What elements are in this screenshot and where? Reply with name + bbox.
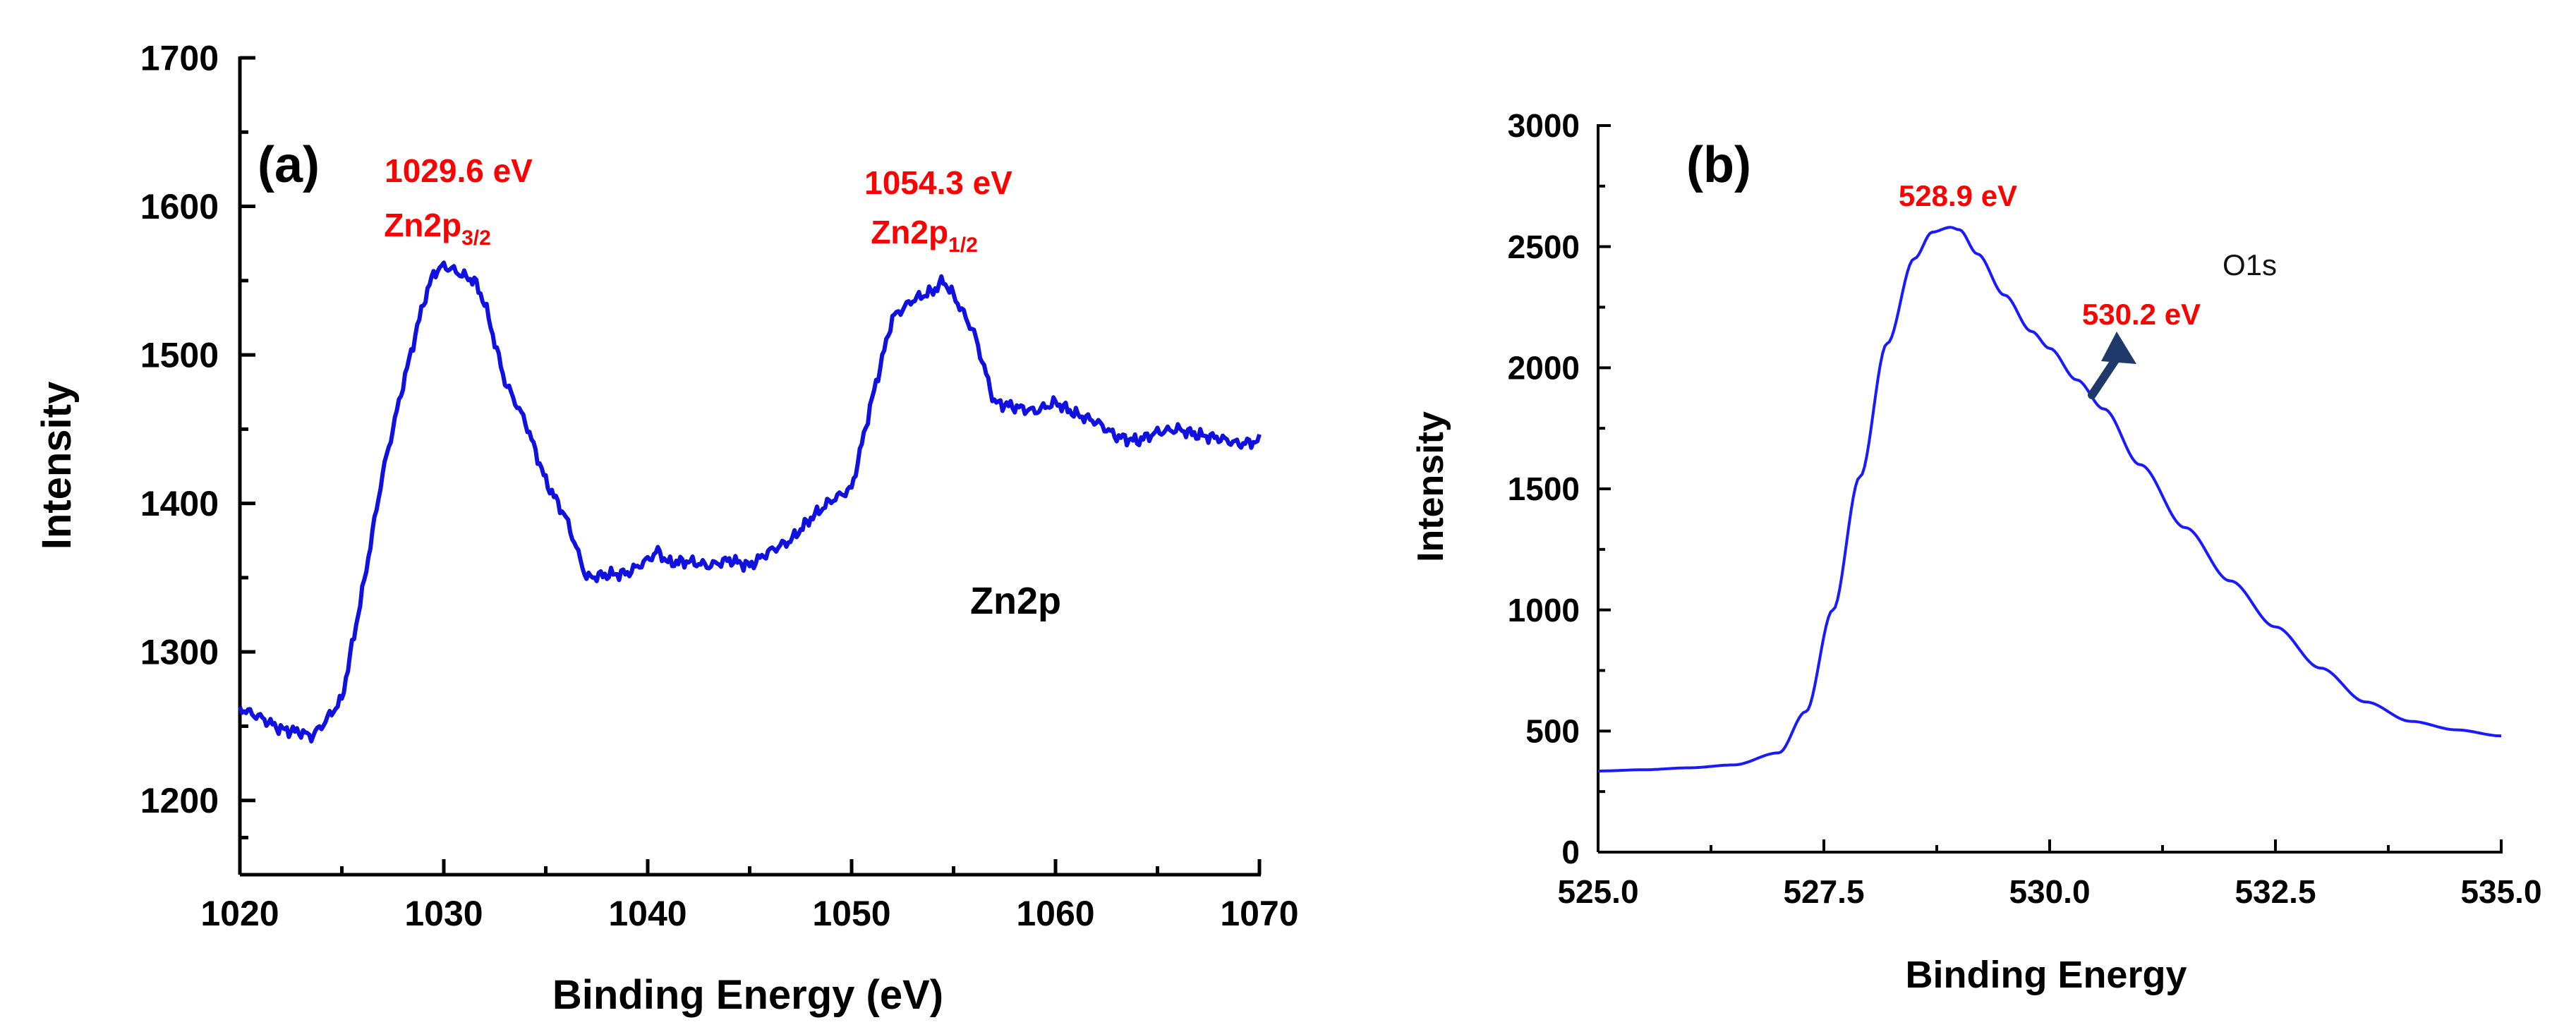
panel-a-y-axis-title: Intensity [34, 382, 80, 550]
a-y-tick-label: 1300 [140, 633, 219, 672]
b-x-tick-label: 530.0 [2009, 873, 2090, 910]
a-x-tick-label: 1040 [608, 894, 687, 933]
a-y-tick-label: 1200 [140, 781, 219, 820]
panel-a-series-name: Zn2p [970, 580, 1061, 622]
a-x-tick-label: 1060 [1016, 894, 1094, 933]
panel-a-peak1-label-sub: 3/2 [461, 226, 491, 250]
b-y-tick-label: 1500 [1508, 471, 1580, 507]
panel-a-label: (a) [258, 137, 320, 193]
panel-b-label: (b) [1686, 137, 1751, 193]
a-x-tick-label: 1070 [1220, 894, 1298, 933]
b-x-tick-label: 525.0 [1557, 873, 1638, 910]
a-y-tick-label: 1500 [140, 336, 219, 375]
b-y-tick-label: 500 [1525, 712, 1580, 749]
panel-b-ticks: 525.0 527.5 530.0 532.5 535.0 0 500 1000 1500 200… [1508, 107, 2542, 910]
panel-b-peak2-energy: 530.2 eV [2082, 298, 2201, 331]
b-x-tick-label: 532.5 [2235, 873, 2316, 910]
a-y-tick-label: 1700 [140, 39, 219, 78]
a-x-tick-label: 1050 [812, 894, 890, 933]
panel-b-peak1-energy: 528.9 eV [1899, 179, 2017, 212]
b-y-tick-label: 0 [1561, 834, 1580, 870]
panel-a-x-axis-title: Binding Energy (eV) [552, 972, 943, 1018]
panel-a-peak2-label-sub: 1/2 [948, 233, 978, 257]
a-x-tick-label: 1030 [404, 894, 483, 933]
panel-b-o1s-line [1598, 226, 2502, 772]
panel-b-series-name: O1s [2223, 248, 2277, 281]
panel-a-peak2-label-base: Zn2p [871, 214, 948, 250]
panel-a-peak1-label: Zn2p3/2 [384, 207, 491, 250]
panel-a-ticks: 1020 1030 1040 1050 1060 1070 1200 1300 1400 1500… [140, 39, 1299, 934]
panel-b-x-axis-title: Binding Energy [1905, 954, 2187, 996]
b-y-tick-label: 2000 [1508, 349, 1580, 386]
b-y-tick-label: 3000 [1508, 107, 1580, 144]
panel-a-peak1-energy: 1029.6 eV [385, 152, 533, 189]
b-y-tick-label: 2500 [1508, 229, 1580, 265]
panel-a-zn2p-chart: 1020 1030 1040 1050 1060 1070 1200 1300 1400 1500… [34, 39, 1299, 1019]
a-y-tick-label: 1400 [140, 484, 219, 523]
panel-a-peak2-energy: 1054.3 eV [864, 164, 1012, 201]
panel-b-o1s-chart: 525.0 527.5 530.0 532.5 535.0 0 500 1000 1500 200… [1410, 107, 2542, 996]
panel-a-zn2p-line [238, 260, 1262, 743]
b-y-tick-label: 1000 [1508, 592, 1580, 629]
panel-b-peak2-arrow [2088, 332, 2136, 399]
b-x-tick-label: 527.5 [1783, 873, 1864, 910]
panel-a-peak2-label: Zn2p1/2 [871, 214, 978, 257]
panel-a-peak1-label-base: Zn2p [384, 207, 461, 243]
a-y-tick-label: 1600 [140, 187, 219, 226]
a-x-tick-label: 1020 [200, 894, 279, 933]
b-x-tick-label: 535.0 [2460, 873, 2541, 910]
panel-b-y-axis-title: Intensity [1410, 411, 1451, 562]
